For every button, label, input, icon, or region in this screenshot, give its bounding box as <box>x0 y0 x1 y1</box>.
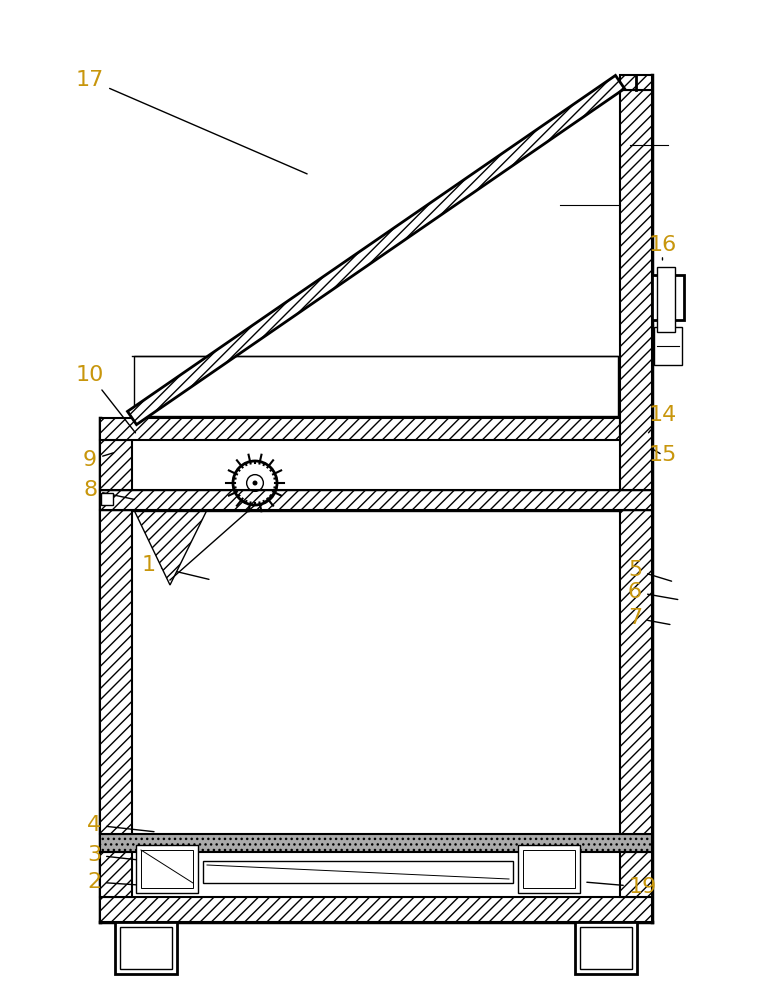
Bar <box>652 275 684 320</box>
Text: 13: 13 <box>648 300 677 328</box>
Text: 10: 10 <box>76 365 136 433</box>
Circle shape <box>252 481 257 486</box>
Bar <box>141 850 193 888</box>
Text: 7: 7 <box>628 608 670 628</box>
Bar <box>100 510 132 834</box>
Bar <box>134 356 618 416</box>
Bar <box>575 922 637 974</box>
Bar <box>580 927 632 969</box>
Bar <box>654 327 682 365</box>
Bar <box>523 850 575 888</box>
Bar <box>203 861 513 883</box>
Bar <box>120 927 172 969</box>
Bar <box>100 897 652 922</box>
Bar <box>100 418 620 440</box>
Text: 16: 16 <box>648 235 677 260</box>
Bar <box>100 852 132 897</box>
Bar <box>518 845 580 893</box>
Text: 3: 3 <box>87 845 154 865</box>
Polygon shape <box>134 510 207 585</box>
Text: 9: 9 <box>83 450 114 470</box>
Text: 4: 4 <box>87 815 154 835</box>
Bar <box>101 493 113 505</box>
Bar <box>620 510 652 834</box>
Bar <box>100 834 652 852</box>
Text: 17: 17 <box>76 70 307 174</box>
Text: 1: 1 <box>142 555 209 579</box>
Text: 15: 15 <box>648 445 677 465</box>
Text: 14: 14 <box>648 405 677 433</box>
Bar <box>620 852 652 897</box>
Bar <box>657 267 675 332</box>
Bar <box>620 75 652 90</box>
Bar <box>115 922 177 974</box>
Text: 8: 8 <box>83 480 135 500</box>
Bar <box>100 490 652 510</box>
Text: 5: 5 <box>628 560 672 581</box>
Bar <box>100 440 132 490</box>
Text: 19: 19 <box>587 877 657 897</box>
Text: 2: 2 <box>87 872 165 892</box>
Bar <box>620 90 652 490</box>
Bar <box>136 845 198 893</box>
Polygon shape <box>128 75 625 425</box>
Text: 6: 6 <box>628 582 678 602</box>
